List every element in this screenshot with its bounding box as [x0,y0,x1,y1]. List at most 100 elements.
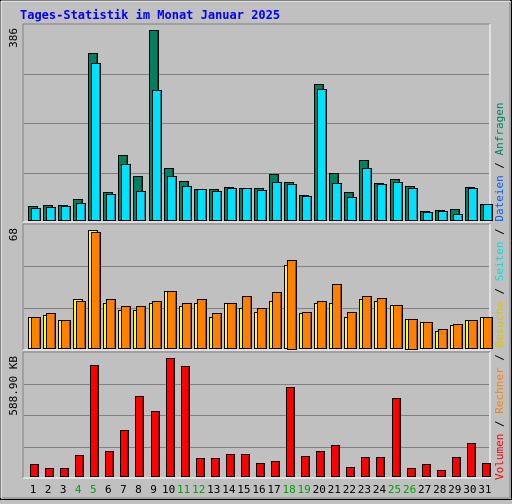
bar-volumen-day-29 [452,457,461,477]
bar-volumen-day-4 [75,455,84,477]
bar-dateien-day-12 [197,189,207,221]
panel-top: 386 [7,23,493,223]
panel-bottom: 588.90 KB [7,351,491,479]
bar-volumen-day-18 [286,387,295,477]
bar-volumen-day-26 [407,468,416,477]
bar-dateien-day-26 [408,188,418,221]
bar-seiten-day-22 [347,312,357,349]
bar-seiten-day-15 [242,296,252,349]
legend-separator: / [493,414,506,434]
bar-seiten-day-24 [377,298,387,349]
y-max-label: 588.90 KB [7,356,20,416]
bar-dateien-day-2 [46,207,56,221]
bar-dateien-day-24 [377,184,387,221]
legend-besuche: Besuche [493,301,506,347]
legend-dateien: Dateien [493,175,506,221]
legend-rechner: Rechner [493,367,506,414]
bar-volumen-day-25 [392,398,401,477]
bar-volumen-day-11 [181,366,190,477]
bar-seiten-day-20 [317,301,327,349]
bar-volumen-day-17 [271,461,280,477]
x-tick-label-day-11: 11 [177,483,190,496]
bar-seiten-day-9 [152,301,162,349]
right-legend-label: Volumen / Rechner / Besuche / Seiten / D… [493,102,506,480]
x-tick-label-day-3: 3 [60,483,67,496]
bar-volumen-day-12 [196,458,205,477]
bar-volumen-day-13 [211,458,220,477]
bar-volumen-day-21 [331,445,340,477]
bar-dateien-day-31 [483,204,493,221]
bar-volumen-day-23 [361,457,370,477]
bar-seiten-day-12 [197,299,207,349]
bar-seiten-day-1 [31,317,41,349]
bar-seiten-day-3 [61,320,71,349]
x-tick-label-day-27: 27 [418,483,431,496]
bar-seiten-day-31 [483,317,493,349]
bar-volumen-day-5 [90,365,99,477]
bar-dateien-day-22 [347,197,357,221]
bar-seiten-day-7 [121,306,131,349]
bar-volumen-day-10 [166,358,175,477]
bar-seiten-day-27 [423,322,433,349]
x-tick-label-day-26: 26 [403,483,416,496]
bar-seiten-day-21 [332,284,342,349]
bar-seiten-day-16 [257,308,267,349]
bar-seiten-day-19 [302,312,312,349]
bar-seiten-day-8 [136,306,146,349]
bar-volumen-day-7 [120,430,129,477]
bar-seiten-day-30 [468,320,478,349]
x-tick-label-day-15: 15 [237,483,250,496]
x-tick-label-day-2: 2 [45,483,52,496]
bar-seiten-day-17 [272,292,282,349]
x-tick-label-day-31: 31 [478,483,491,496]
x-tick-label-day-23: 23 [358,483,371,496]
bar-volumen-day-3 [60,468,69,477]
bar-dateien-day-23 [362,168,372,221]
bar-seiten-day-14 [227,303,237,349]
x-tick-label-day-8: 8 [135,483,142,496]
bar-dateien-day-9 [152,90,162,221]
bar-volumen-day-16 [256,463,265,477]
x-tick-label-day-20: 20 [313,483,326,496]
bar-volumen-day-24 [376,457,385,477]
bar-seiten-day-29 [453,324,463,349]
legend-anfragen: Anfragen [493,102,506,155]
bar-dateien-day-10 [167,176,177,221]
bar-dateien-day-1 [31,208,41,221]
x-tick-label-day-1: 1 [30,483,37,496]
legend-volumen: Volumen [493,434,506,480]
bar-dateien-day-18 [287,184,297,221]
legend-seiten: Seiten [493,242,506,282]
x-tick-label-day-29: 29 [448,483,461,496]
bar-volumen-day-8 [135,396,144,477]
x-tick-label-day-30: 30 [463,483,476,496]
bar-dateien-day-27 [423,212,433,221]
bar-seiten-day-25 [393,305,403,349]
x-tick-label-day-9: 9 [150,483,157,496]
bar-dateien-day-25 [393,182,403,221]
bar-volumen-day-2 [45,468,54,477]
bar-seiten-day-2 [46,313,56,349]
legend-separator: / [493,281,506,301]
bar-dateien-day-8 [136,191,146,221]
x-tick-label-day-17: 17 [267,483,280,496]
bar-dateien-day-3 [61,206,71,221]
bar-dateien-day-11 [182,186,192,221]
bar-volumen-day-30 [467,443,476,477]
bar-dateien-day-30 [468,188,478,221]
bar-volumen-day-9 [151,411,160,477]
bar-dateien-day-14 [227,188,237,221]
bar-seiten-day-13 [212,313,222,349]
panel-middle: 68 [7,223,493,351]
bar-seiten-day-23 [362,296,372,349]
bar-seiten-day-10 [167,291,177,349]
bar-dateien-day-4 [76,203,86,221]
bar-dateien-day-16 [257,190,267,221]
x-tick-label-day-4: 4 [75,483,82,496]
x-tick-label-day-25: 25 [388,483,401,496]
bar-dateien-day-5 [91,63,101,221]
x-tick-label-day-28: 28 [433,483,446,496]
bar-seiten-day-5 [91,232,101,349]
